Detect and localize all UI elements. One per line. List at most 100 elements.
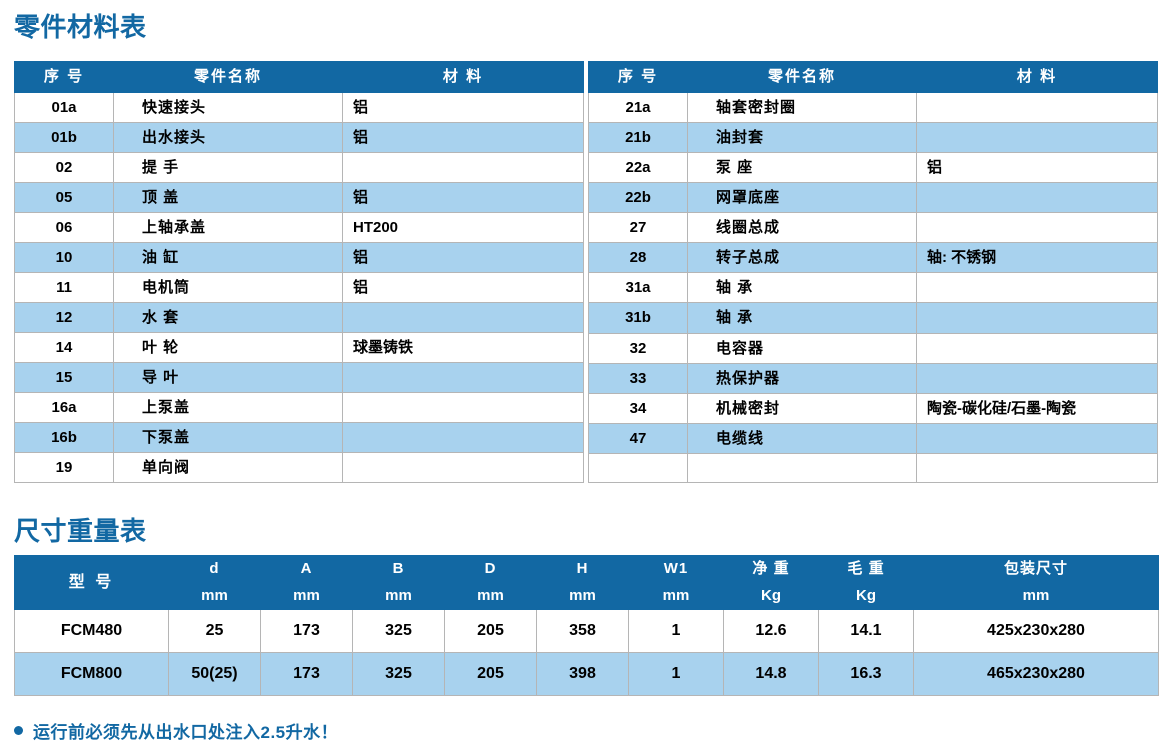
cell-A: 173 xyxy=(260,609,353,653)
cell-serial: 21b xyxy=(588,122,688,154)
cell-part-name: 顶 盖 xyxy=(113,182,343,213)
bullet-icon xyxy=(14,726,23,735)
cell-part-name: 快速接头 xyxy=(113,92,343,123)
parts-right-header-row: 序 号 零件名称 材 料 xyxy=(588,61,1158,93)
col-header-D: D xyxy=(444,555,537,583)
col-header-partname-right: 零件名称 xyxy=(687,61,917,93)
col-header-serial-right: 序 号 xyxy=(588,61,688,93)
table-row: 19 单向阀 xyxy=(14,452,584,483)
unit-package-size: mm xyxy=(913,582,1159,610)
cell-part-name: 线圈总成 xyxy=(687,212,917,244)
cell-part-name: 下泵盖 xyxy=(113,422,343,453)
table-row: 12 水 套 xyxy=(14,302,584,333)
table-row: 10 油 缸铝 xyxy=(14,242,584,273)
cell-serial: 27 xyxy=(588,212,688,244)
table-row: 28 转子总成 轴: 不锈钢 xyxy=(588,242,1158,274)
table-row: 22a 泵 座铝 xyxy=(588,152,1158,184)
cell-part-name: 机械密封 xyxy=(687,392,917,424)
cell-material xyxy=(916,91,1158,124)
unit-D: mm xyxy=(444,582,537,610)
dims-header: 型 号 d A B D H W1 净 重 毛 重 包装尺寸 mm mm mm m… xyxy=(14,555,1159,610)
parts-left-header-row: 序 号 零件名称 材 料 xyxy=(14,61,584,93)
dims-header-row-units: mm mm mm mm mm mm Kg Kg mm xyxy=(15,582,1159,610)
table-row: 31a 轴 承 xyxy=(588,272,1158,304)
cell-material xyxy=(342,302,584,333)
cell-serial: 32 xyxy=(588,332,688,364)
table-row: 16a 上泵盖 xyxy=(14,392,584,423)
cell-net-weight: 14.8 xyxy=(723,652,819,696)
table-row: 05 顶 盖铝 xyxy=(14,182,584,213)
table-row: 16b 下泵盖 xyxy=(14,422,584,453)
unit-B: mm xyxy=(352,582,445,610)
dimensions-weight-table: 型 号 d A B D H W1 净 重 毛 重 包装尺寸 mm mm mm m… xyxy=(14,555,1159,696)
cell-D: 205 xyxy=(444,609,537,653)
cell-part-name: 出水接头 xyxy=(113,122,343,153)
table-row: 01b 出水接头铝 xyxy=(14,122,584,153)
cell-material xyxy=(916,422,1158,454)
col-header-package-size: 包装尺寸 xyxy=(913,555,1159,583)
cell-material: 铝 xyxy=(342,242,584,273)
cell-material xyxy=(916,332,1158,364)
cell-H: 358 xyxy=(536,609,629,653)
cell-part-name: 轴 承 xyxy=(687,272,917,304)
unit-net-weight: Kg xyxy=(723,582,819,610)
cell-material xyxy=(916,122,1158,154)
cell-net-weight: 12.6 xyxy=(723,609,819,653)
cell-package-size: 465x230x280 xyxy=(913,652,1159,696)
cell-part-name: 电容器 xyxy=(687,332,917,364)
cell-H: 398 xyxy=(536,652,629,696)
cell-serial: 28 xyxy=(588,242,688,274)
table-row: 33 热保护器 xyxy=(588,362,1158,394)
parts-table-left: 序 号 零件名称 材 料 01a 快速接头铝 01b 出水接头铝 02 提 手 05 顶 盖铝… xyxy=(14,61,584,483)
cell-material xyxy=(916,272,1158,304)
table-row: 31b 轴 承 xyxy=(588,302,1158,334)
cell-serial: 01a xyxy=(14,92,114,123)
cell-serial: 47 xyxy=(588,422,688,454)
cell-part-name: 叶 轮 xyxy=(113,332,343,363)
col-header-model: 型 号 xyxy=(14,555,169,610)
cell-gross-weight: 16.3 xyxy=(818,652,914,696)
cell-serial: 19 xyxy=(14,452,114,483)
cell-serial: 16a xyxy=(14,392,114,423)
cell-model: FCM800 xyxy=(14,652,169,696)
cell-part-name: 轴套密封圈 xyxy=(687,91,917,124)
cell-material: 铝 xyxy=(342,182,584,213)
parts-left-body: 01a 快速接头铝 01b 出水接头铝 02 提 手 05 顶 盖铝 06 上轴承盖 HT200 10… xyxy=(14,92,584,483)
cell-serial: 11 xyxy=(14,272,114,303)
cell-part-name: 轴 承 xyxy=(687,302,917,334)
cell-material xyxy=(916,362,1158,394)
table-row: 34 机械密封 陶瓷-碳化硅/石墨-陶瓷 xyxy=(588,392,1158,424)
cell-part-name: 单向阀 xyxy=(113,452,343,483)
table-row: FCM480 25 173 325 205 358 1 12.6 14.1 425x230x280 xyxy=(14,609,1159,653)
cell-material xyxy=(916,212,1158,244)
cell-serial: 14 xyxy=(14,332,114,363)
parts-section-title: 零件材料表 xyxy=(14,12,147,42)
cell-part-name xyxy=(687,452,917,484)
cell-serial: 02 xyxy=(14,152,114,183)
cell-material: 铝 xyxy=(342,92,584,123)
col-header-material-right: 材 料 xyxy=(916,61,1158,93)
cell-serial: 15 xyxy=(14,362,114,393)
cell-material: HT200 xyxy=(342,212,584,243)
footer-note-text: 运行前必须先从出水口处注入2.5升水！ xyxy=(33,723,339,742)
cell-material xyxy=(342,362,584,393)
cell-part-name: 电机筒 xyxy=(113,272,343,303)
cell-part-name: 电缆线 xyxy=(687,422,917,454)
cell-B: 325 xyxy=(352,609,445,653)
unit-H: mm xyxy=(536,582,629,610)
cell-serial: 01b xyxy=(14,122,114,153)
table-row: 21b 油封套 xyxy=(588,122,1158,154)
table-row: 15 导 叶 xyxy=(14,362,584,393)
cell-material: 铝 xyxy=(916,152,1158,184)
cell-part-name: 网罩底座 xyxy=(687,182,917,214)
cell-serial: 31b xyxy=(588,302,688,334)
cell-d: 25 xyxy=(168,609,261,653)
cell-material xyxy=(342,392,584,423)
dims-header-row-labels: 型 号 d A B D H W1 净 重 毛 重 包装尺寸 xyxy=(14,555,1159,610)
table-row: 01a 快速接头铝 xyxy=(14,92,584,123)
cell-part-name: 油封套 xyxy=(687,122,917,154)
cell-serial: 10 xyxy=(14,242,114,273)
cell-serial: 33 xyxy=(588,362,688,394)
cell-material xyxy=(342,422,584,453)
